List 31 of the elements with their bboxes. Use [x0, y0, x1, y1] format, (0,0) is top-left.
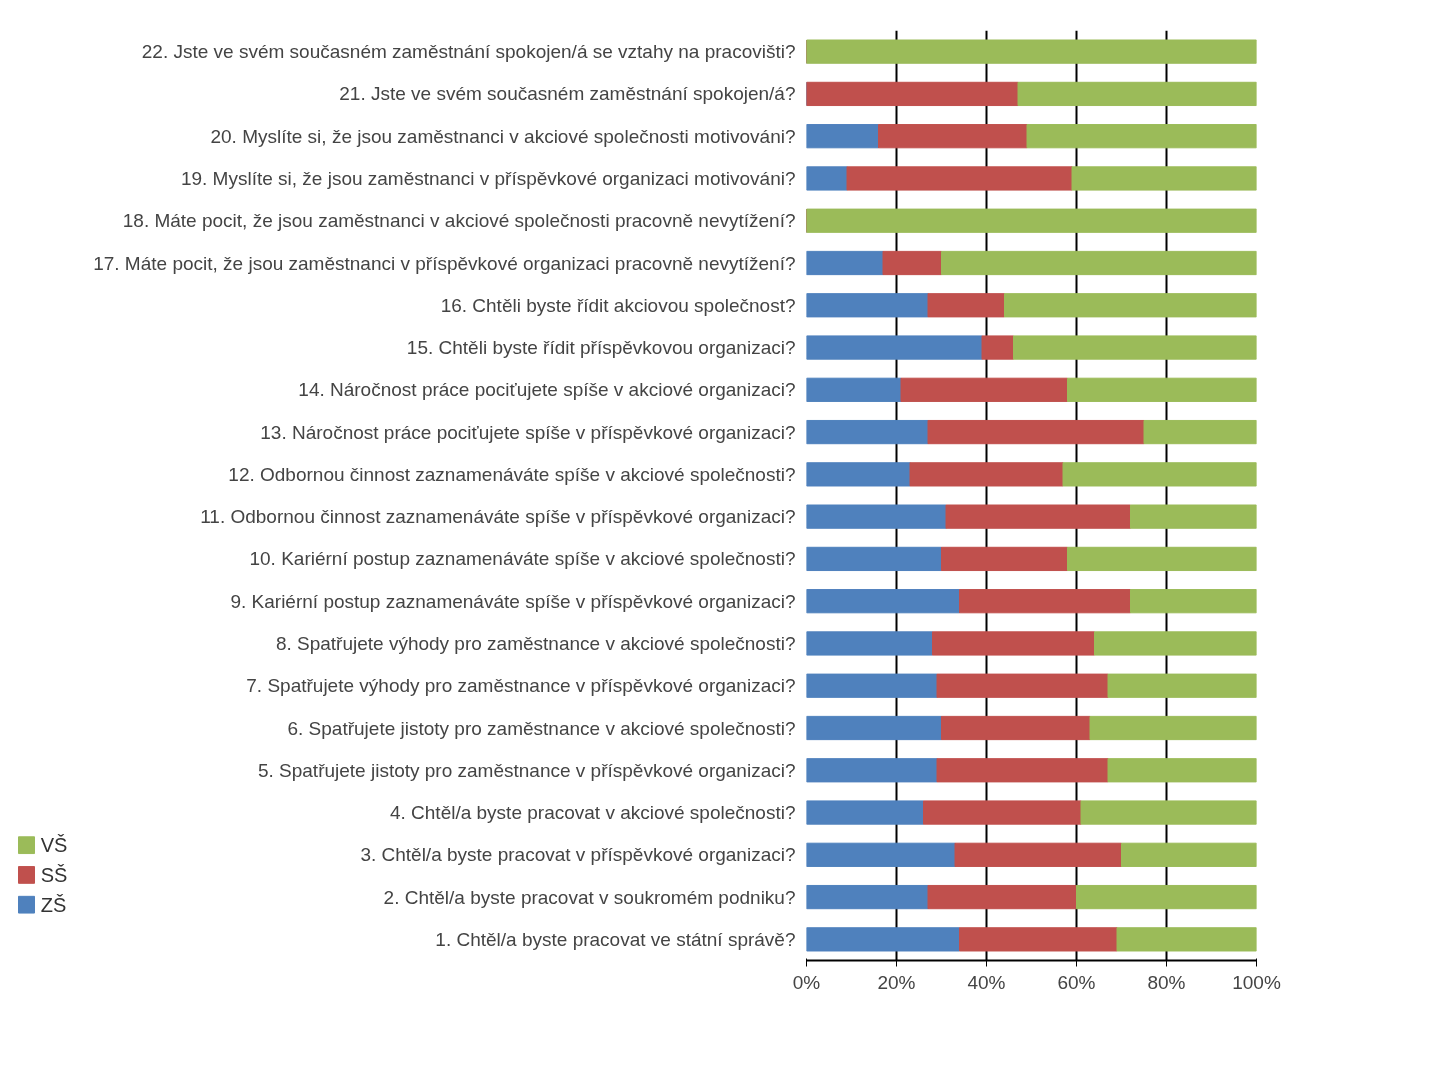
y-tick-label: 8. Spatřujete výhody pro zaměstnance v akciové společnosti? — [275, 632, 796, 654]
y-tick-label: 13. Náročnost práce pociťujete spíše v příspěvkové organizaci? — [260, 421, 796, 443]
y-tick-label: 22. Jste ve svém současném zaměstnání spokojen/á se vztahy na pracovišti? — [141, 41, 796, 63]
y-tick-label: 2. Chtěl/a byste pracovat v soukromém podniku? — [383, 886, 796, 908]
x-tick-label: 0% — [792, 971, 821, 993]
x-tick-label: 100% — [1232, 971, 1281, 993]
y-tick-label: 19. Myslíte si, že jsou zaměstnanci v příspěvkové organizaci motivováni? — [180, 167, 796, 189]
y-tick-label: 4. Chtěl/a byste pracovat v akciové společnosti? — [389, 802, 796, 824]
y-tick-label: 1. Chtěl/a byste pracovat ve státní správě? — [435, 928, 796, 950]
y-tick-label: 20. Myslíte si, že jsou zaměstnanci v akciové společnosti motivováni? — [210, 125, 796, 147]
x-tick-label: 40% — [967, 971, 1006, 993]
y-tick-label: 17. Máte pocit, že jsou zaměstnanci v příspěvkové organizaci pracovně nevytížení? — [93, 252, 796, 274]
y-tick-label: 14. Náročnost práce pociťujete spíše v akciové organizaci? — [298, 379, 796, 401]
legend-label: SŠ — [40, 863, 68, 886]
y-tick-label: 6. Spatřujete jistoty pro zaměstnance v akciové společnosti? — [287, 717, 796, 739]
x-tick-label: 60% — [1057, 971, 1096, 993]
y-tick-label: 21. Jste ve svém současném zaměstnání spokojen/á? — [339, 83, 796, 105]
y-tick-label: 7. Spatřujete výhody pro zaměstnance v příspěvkové organizaci? — [246, 675, 796, 697]
y-tick-label: 9. Kariérní postup zaznamenáváte spíše v příspěvkové organizaci? — [230, 590, 796, 612]
x-tick-label: 20% — [877, 971, 916, 993]
legend-label: VŠ — [40, 834, 68, 857]
y-tick-label: 3. Chtěl/a byste pracovat v příspěvkové organizaci? — [360, 844, 796, 866]
y-tick-label: 10. Kariérní postup zaznamenáváte spíše v akciové společnosti? — [249, 548, 796, 570]
legend-label: ZŠ — [40, 893, 67, 916]
y-tick-label: 18. Máte pocit, že jsou zaměstnanci v akciové společnosti pracovně nevytížení? — [122, 210, 796, 232]
x-tick-label: 80% — [1147, 971, 1186, 993]
y-tick-label: 16. Chtěli byste řídit akciovou společnost? — [440, 294, 796, 316]
y-tick-label: 5. Spatřujete jistoty pro zaměstnance v příspěvkové organizaci? — [257, 759, 796, 781]
y-tick-label: 11. Odbornou činnost zaznamenáváte spíše v příspěvkové organizaci? — [200, 506, 796, 528]
y-tick-label: 12. Odbornou činnost zaznamenáváte spíše v akciové společnosti? — [228, 463, 796, 485]
y-tick-label: 15. Chtěli byste řídit příspěvkovou organizaci? — [406, 337, 796, 359]
